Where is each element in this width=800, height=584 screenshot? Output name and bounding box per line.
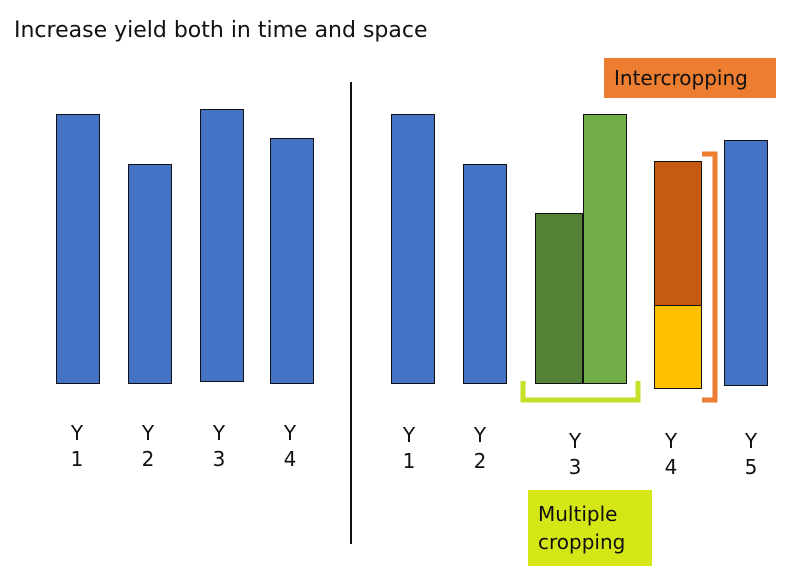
intercropping-callout: Intercropping [604,58,776,98]
right-bar-y4-crop-a [654,161,702,306]
right-bar-y5 [724,140,768,386]
multiple-cropping-line2: cropping [538,530,626,554]
right-bar-y3-first-crop [535,213,583,384]
multiple-cropping-callout: Multiple cropping [528,490,652,566]
multiple-cropping-line1: Multiple [538,502,618,526]
left-bar-y4 [270,138,314,384]
intercropping-bracket [702,151,718,403]
page-title: Increase yield both in time and space [14,18,428,43]
right-bar-y2 [463,164,507,384]
right-bar-y1 [391,114,435,384]
left-bar-y3 [200,109,244,382]
left-bar-y1 [56,114,100,384]
left-bar-y2 [128,164,172,384]
right-bar-y4-crop-b [654,305,702,389]
group-divider [350,82,352,544]
multiple-cropping-bracket [520,381,641,403]
right-bar-y3-second-crop [583,114,627,384]
